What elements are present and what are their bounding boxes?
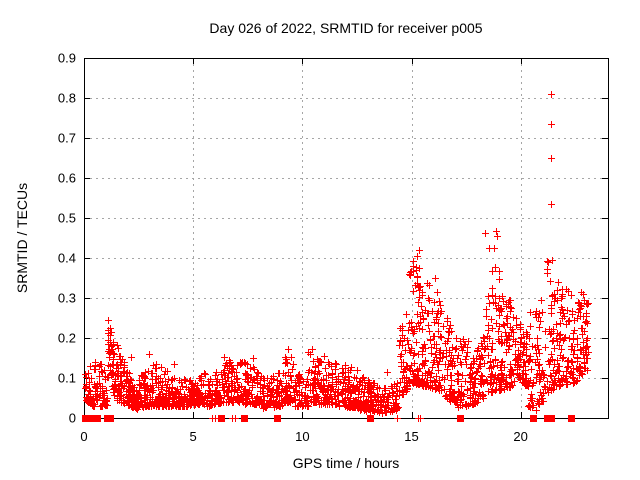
scatter-points xyxy=(82,91,592,422)
x-tick-label: 5 xyxy=(189,429,197,444)
y-axis-label: SRMTID / TECUs xyxy=(14,182,30,294)
y-tick-label: 0.3 xyxy=(57,290,76,306)
y-tick-label: 0.9 xyxy=(57,50,76,66)
x-tick-label: 20 xyxy=(513,429,528,444)
x-tick-label: 0 xyxy=(80,429,88,444)
x-axis-label: GPS time / hours xyxy=(292,455,400,471)
plot-frame xyxy=(84,58,609,419)
y-tick-label: 0 xyxy=(68,410,76,426)
y-tick-label: 0.1 xyxy=(57,370,76,386)
y-tick-label: 0.2 xyxy=(57,330,76,346)
y-tick-label: 0.8 xyxy=(57,90,76,106)
chart-title: Day 026 of 2022, SRMTID for receiver p00… xyxy=(209,20,483,36)
y-tick-label: 0.4 xyxy=(57,250,76,266)
y-tick-label: 0.6 xyxy=(57,170,76,186)
y-tick-label: 0.5 xyxy=(57,210,76,226)
x-tick-label: 10 xyxy=(295,429,310,444)
x-tick-label: 15 xyxy=(404,429,419,444)
grid-lines xyxy=(84,58,608,418)
y-tick-label: 0.7 xyxy=(57,130,76,146)
